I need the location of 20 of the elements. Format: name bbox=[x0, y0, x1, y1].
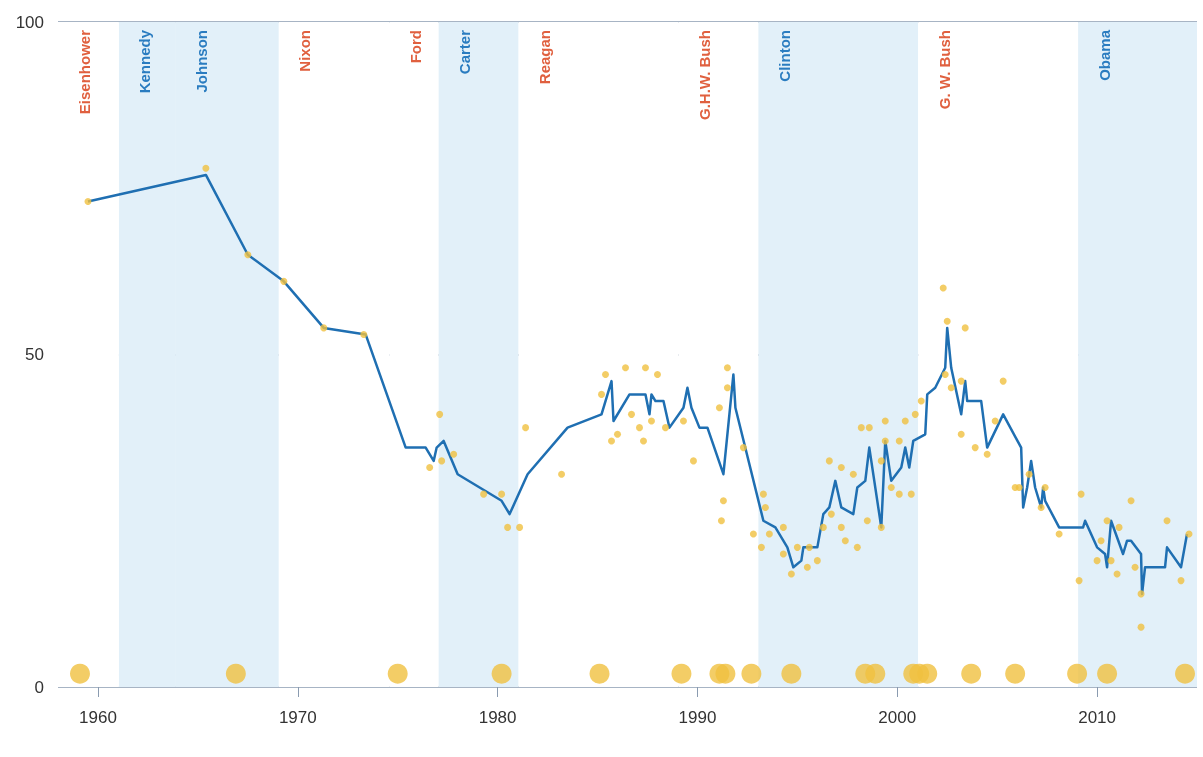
band-label: Johnson bbox=[193, 30, 211, 93]
band-label: Obama bbox=[1095, 29, 1113, 81]
band-label: Carter bbox=[456, 29, 474, 75]
x-tick-label: 2010 bbox=[1078, 708, 1116, 727]
band-label: Kennedy bbox=[136, 29, 154, 94]
band-label: Clinton bbox=[775, 30, 793, 82]
band-label: Ford bbox=[407, 30, 425, 64]
x-tick-label: 1960 bbox=[79, 708, 117, 727]
band-label: G. W. Bush bbox=[935, 30, 953, 110]
band-label: Eisenhower bbox=[75, 29, 93, 115]
band-label: Nixon bbox=[296, 30, 314, 72]
y-tick-label: 0 bbox=[34, 677, 44, 697]
x-tick-label: 1970 bbox=[278, 708, 317, 727]
band-label: G.H.W. Bush bbox=[695, 30, 713, 120]
y-tick-label: 50 bbox=[25, 345, 44, 364]
x-tick-label: 2000 bbox=[878, 708, 917, 727]
x-tick-label: 1990 bbox=[678, 708, 717, 727]
band-label: Reagan bbox=[536, 30, 554, 85]
y-tick-label: 100 bbox=[15, 12, 44, 32]
x-tick-label: 1980 bbox=[478, 708, 517, 727]
